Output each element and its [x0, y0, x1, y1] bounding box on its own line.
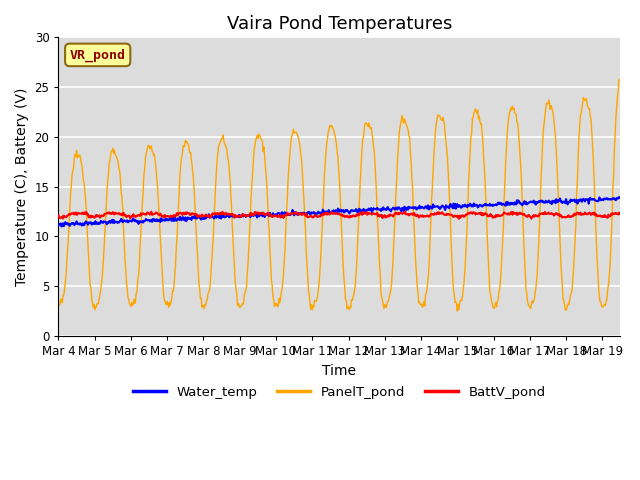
X-axis label: Time: Time — [323, 363, 356, 378]
Y-axis label: Temperature (C), Battery (V): Temperature (C), Battery (V) — [15, 87, 29, 286]
Text: VR_pond: VR_pond — [70, 48, 125, 61]
Title: Vaira Pond Temperatures: Vaira Pond Temperatures — [227, 15, 452, 33]
Legend: Water_temp, PanelT_pond, BattV_pond: Water_temp, PanelT_pond, BattV_pond — [128, 381, 551, 404]
